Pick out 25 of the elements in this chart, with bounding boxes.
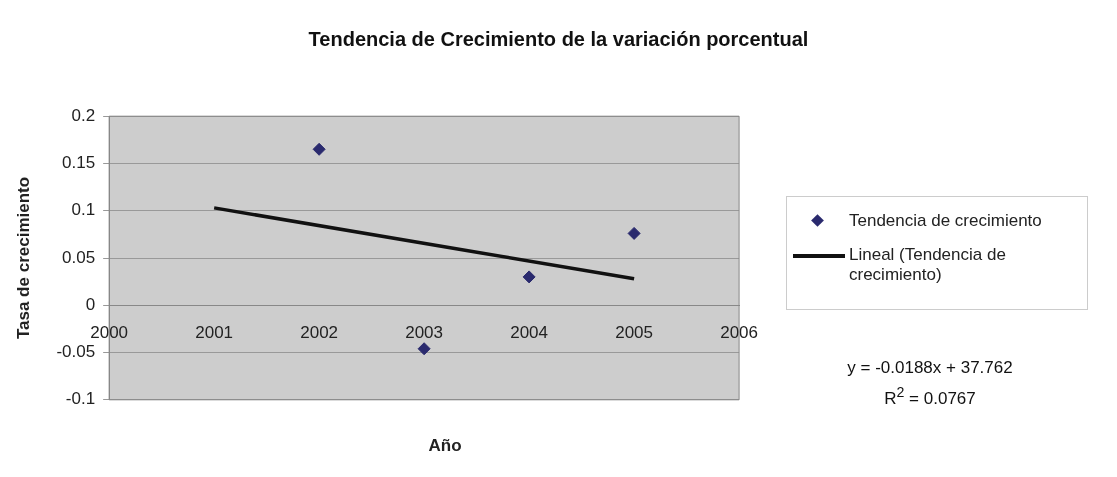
point	[627, 226, 641, 240]
chart-title: Tendencia de Crecimiento de la variación porcentual	[307, 28, 810, 51]
text: R$^{2}$ = 0.0767	[883, 383, 977, 410]
y-tick-label: 0.2	[71, 105, 96, 125]
x-tick-label: 2002	[300, 323, 339, 343]
point	[417, 342, 431, 356]
y-tick-label: -0.05	[56, 342, 96, 362]
x-tick-label: 2006	[720, 323, 758, 343]
y-tick-label: 0	[85, 294, 96, 314]
text: y = -0.0188x + 37.762	[846, 357, 1014, 379]
y-tick-label: 0.05	[62, 247, 96, 267]
x-axis-title: Año	[427, 436, 463, 456]
legend-label: Lineal (Tendencia de crecimiento)	[848, 245, 1007, 285]
y-tick-label: 0.15	[62, 153, 96, 173]
x-tick-label: 2005	[615, 323, 654, 343]
x-tick-label: 2004	[510, 323, 549, 343]
y-tick-label: -0.1	[65, 389, 96, 409]
y-axis-title: Tasa de crecimiento	[13, 176, 33, 340]
x-tick-label: 2001	[195, 323, 234, 343]
x-tick-label: 2003	[405, 323, 444, 343]
x-tick-label: 2000	[90, 323, 129, 343]
point	[312, 142, 326, 156]
point	[522, 270, 536, 284]
y-tick-label: 0.1	[71, 200, 96, 220]
legend-label: Tendencia de crecimiento	[848, 211, 1043, 231]
